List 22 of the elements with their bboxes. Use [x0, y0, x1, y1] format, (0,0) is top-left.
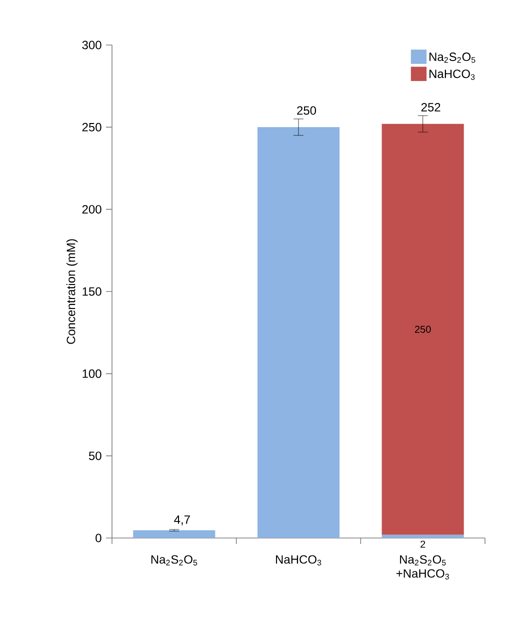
- y-tick-label: 100: [82, 369, 102, 378]
- total-label: 252: [421, 102, 440, 112]
- bar: [133, 530, 216, 538]
- y-tick-label: 0: [96, 534, 102, 542]
- bar: [257, 127, 340, 538]
- bar: [382, 124, 464, 535]
- x-tick-label: NaHCO$_{3}$: [276, 555, 322, 566]
- y-tick-label: 250: [82, 122, 102, 132]
- y-tick-label: 150: [82, 287, 102, 296]
- legend-label: NaHCO$_{3}$: [430, 70, 475, 80]
- total-label: 250: [297, 106, 316, 115]
- y-tick-label: 300: [82, 40, 102, 50]
- y-axis-title: Concentration (mM): [66, 239, 78, 344]
- data-label: 2: [420, 540, 426, 548]
- total-label: 4,7: [174, 515, 190, 526]
- y-tick-label: 200: [82, 205, 102, 214]
- data-label: 250: [414, 326, 431, 333]
- x-tick-label: Na$_{2}$S$_{2}$O$_{5}$ +NaHCO$_{3}$: [396, 555, 449, 580]
- x-tick-label: Na$_{2}$S$_{2}$O$_{5}$: [151, 555, 198, 566]
- bar: [382, 534, 464, 538]
- y-tick-label: 50: [88, 452, 102, 460]
- legend-label: Na$_{2}$S$_{2}$O$_{5}$: [430, 52, 476, 63]
